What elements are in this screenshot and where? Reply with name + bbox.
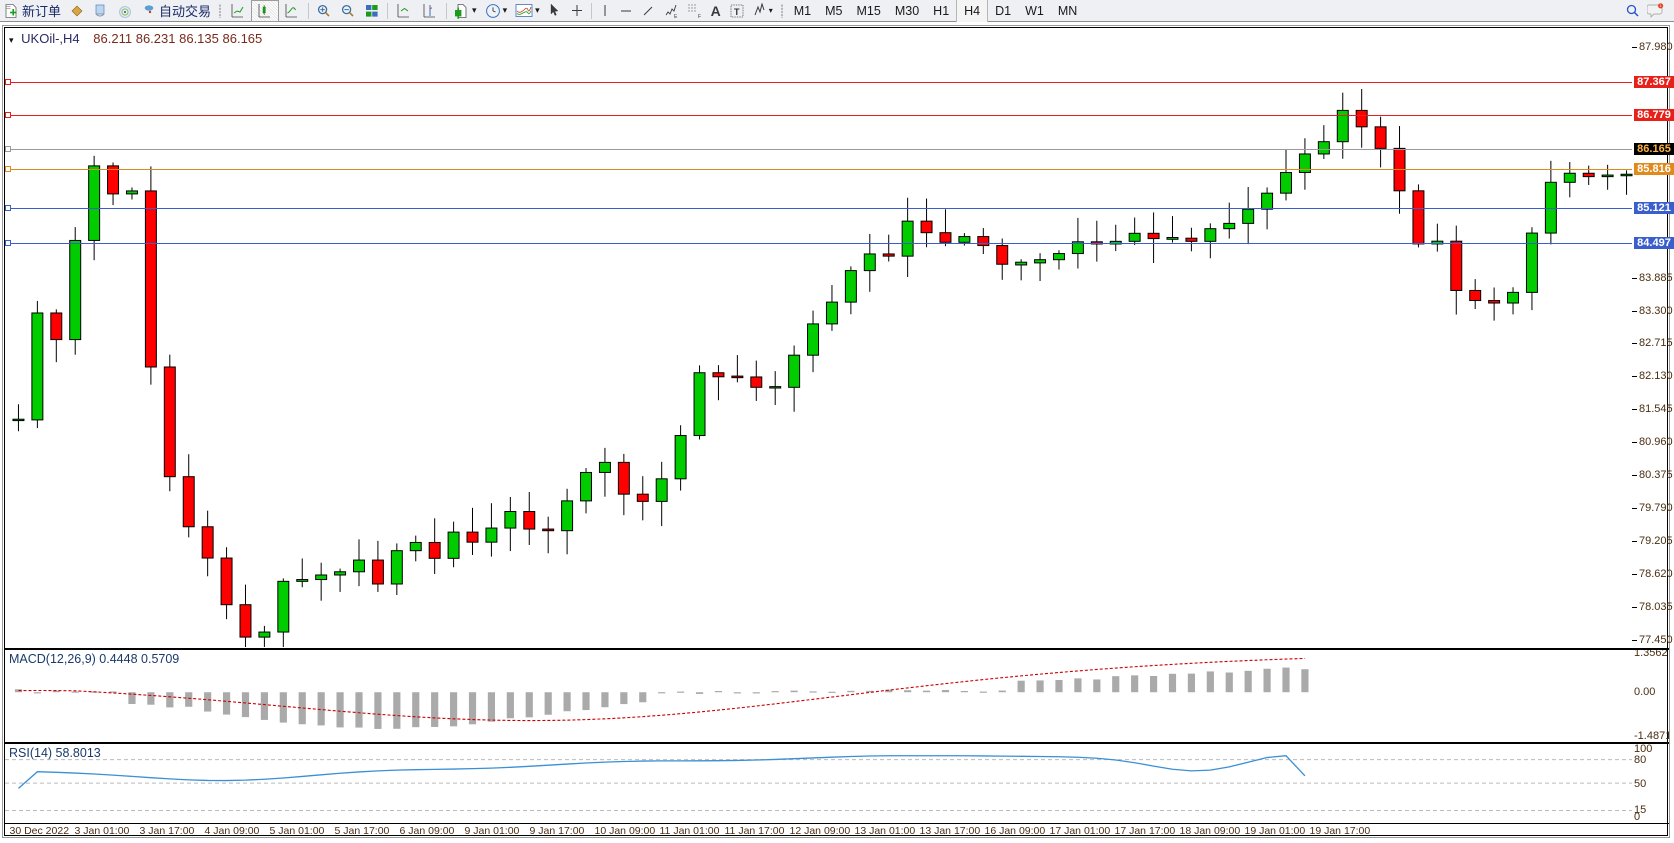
svg-text:T: T bbox=[734, 7, 740, 17]
svg-text:F: F bbox=[698, 14, 701, 19]
svg-text:E: E bbox=[674, 14, 678, 19]
svg-text:1: 1 bbox=[1660, 3, 1662, 7]
